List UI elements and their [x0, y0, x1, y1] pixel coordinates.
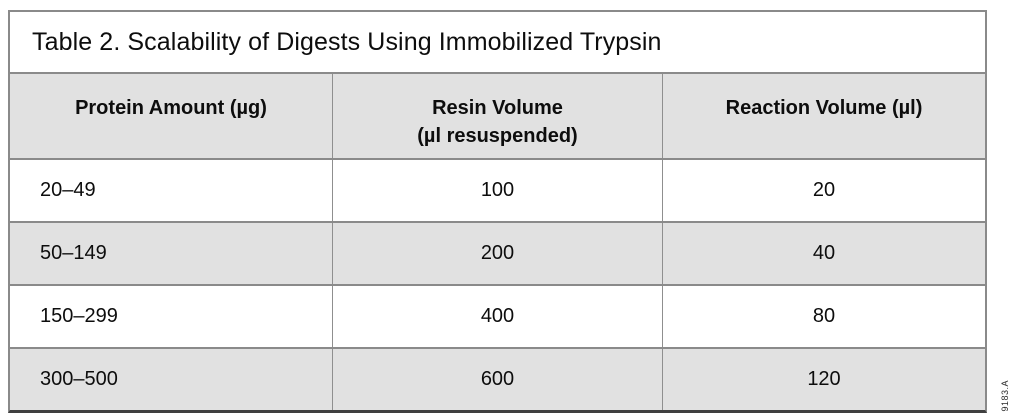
table-row: 300–500 600 120	[10, 347, 985, 410]
figure-code: 9183.A	[1000, 380, 1010, 412]
table-header-row: Protein Amount (µg) Resin Volume (µl res…	[10, 72, 985, 158]
cell-protein-range: 50–149	[40, 242, 107, 264]
cell-protein-range: 20–49	[40, 179, 96, 201]
table-row: 150–299 400 80	[10, 284, 985, 347]
cell-protein-range: 300–500	[40, 368, 118, 390]
cell-reaction-volume: 120	[662, 349, 985, 410]
cell-reaction-volume: 20	[662, 160, 985, 221]
header-cell-protein-amount: Protein Amount (µg)	[75, 97, 267, 119]
cell-resin-volume: 200	[332, 223, 662, 284]
table-row: 20–49 100 20	[10, 158, 985, 221]
cell-resin-volume: 400	[332, 286, 662, 347]
cell-reaction-volume: 80	[662, 286, 985, 347]
cell-reaction-volume: 40	[662, 223, 985, 284]
header-cell-reaction-volume: Reaction Volume (µl)	[662, 74, 985, 158]
table-title-row: Table 2. Scalability of Digests Using Im…	[10, 12, 985, 72]
table-title: Table 2. Scalability of Digests Using Im…	[32, 27, 662, 56]
cell-resin-volume: 600	[332, 349, 662, 410]
header-cell-resin-volume: Resin Volume (µl resuspended)	[332, 74, 662, 158]
scalability-table: Table 2. Scalability of Digests Using Im…	[8, 10, 987, 413]
cell-resin-volume: 100	[332, 160, 662, 221]
table-row: 50–149 200 40	[10, 221, 985, 284]
cell-protein-range: 150–299	[40, 305, 118, 327]
